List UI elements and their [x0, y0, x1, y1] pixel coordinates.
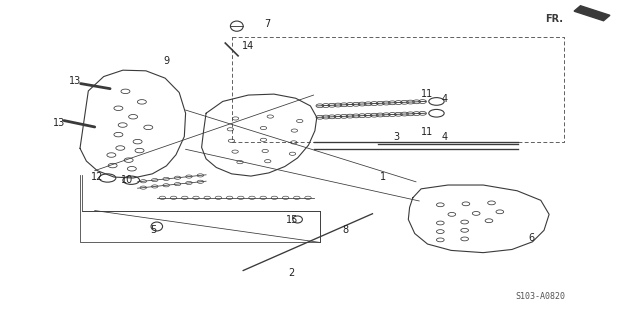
Text: 1: 1 — [380, 172, 386, 182]
Text: 11: 11 — [421, 127, 434, 137]
Text: 4: 4 — [442, 94, 448, 104]
Polygon shape — [574, 6, 610, 21]
Text: 9: 9 — [163, 56, 170, 66]
Text: FR.: FR. — [545, 14, 563, 24]
Text: S103-A0820: S103-A0820 — [516, 292, 566, 301]
Text: 8: 8 — [342, 225, 349, 235]
Text: 5: 5 — [150, 225, 157, 235]
Text: 2: 2 — [288, 268, 294, 278]
Text: 12: 12 — [91, 172, 104, 182]
Text: 6: 6 — [528, 233, 534, 243]
Text: 13: 13 — [53, 118, 66, 128]
Text: 7: 7 — [264, 19, 271, 29]
Text: 13: 13 — [69, 76, 82, 86]
Text: 4: 4 — [442, 132, 448, 142]
Text: 15: 15 — [285, 215, 298, 225]
Text: 14: 14 — [242, 41, 255, 51]
Text: 11: 11 — [421, 89, 434, 99]
Text: 10: 10 — [120, 175, 133, 185]
Text: 3: 3 — [394, 132, 400, 142]
